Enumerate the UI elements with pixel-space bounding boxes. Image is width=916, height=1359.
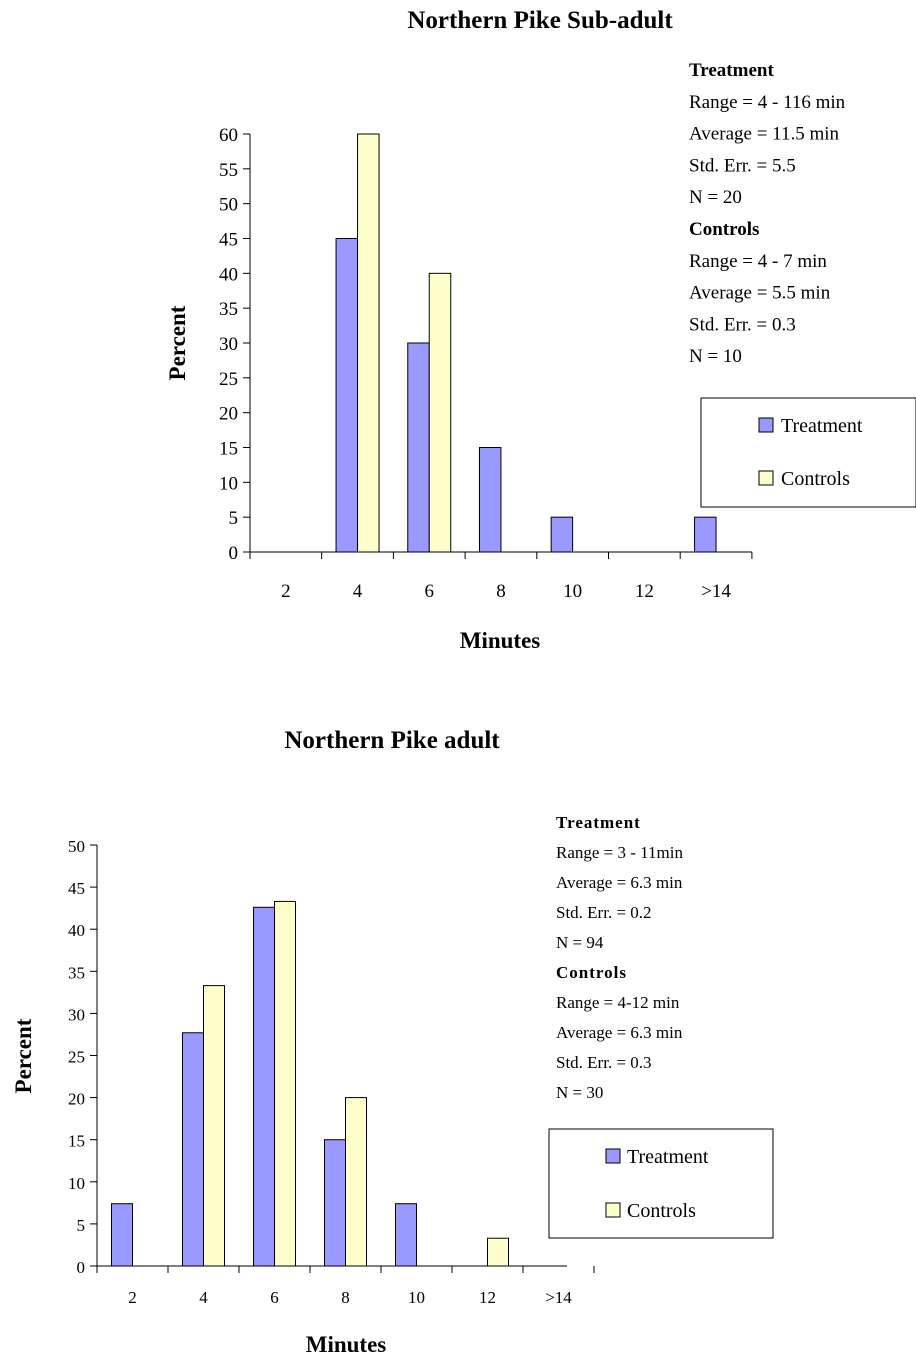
bar-controls-8	[345, 1097, 367, 1267]
x-tick-label: 12	[635, 581, 654, 602]
x-tick-label: >14	[701, 581, 731, 602]
stats-line: Average = 11.5 min	[689, 124, 840, 145]
y-tick-label: 25	[68, 1048, 85, 1067]
bar-controls-4	[203, 985, 225, 1267]
stats-line: Std. Err. = 0.3	[556, 1053, 652, 1072]
x-tick-label: 8	[496, 581, 506, 602]
y-tick-label: 55	[219, 160, 238, 181]
x-tick-label: 6	[270, 1288, 279, 1307]
legend-swatch-controls	[758, 470, 774, 486]
y-tick-label: 50	[219, 195, 238, 216]
y-tick-label: 35	[219, 299, 238, 320]
legend: Treatment Controls	[548, 1128, 774, 1239]
bar-treatment-6	[253, 906, 275, 1267]
y-tick-label: 5	[77, 1216, 86, 1235]
bar-treatment-10	[395, 1203, 417, 1267]
x-tick-label: 6	[425, 581, 435, 602]
stats-line: Average = 6.3 min	[556, 1023, 683, 1042]
y-tick-label: 30	[68, 1005, 85, 1024]
y-tick-label: 60	[219, 125, 238, 146]
bar-controls-12	[487, 1237, 509, 1267]
legend-box	[548, 1128, 774, 1239]
y-tick-label: 5	[229, 508, 239, 529]
y-axis-title: Percent	[11, 1018, 36, 1093]
y-tick-label: 50	[68, 837, 85, 856]
y-tick-label: 10	[68, 1174, 85, 1193]
stats-line: Range = 4-12 min	[556, 993, 680, 1012]
stats-heading: Controls	[689, 219, 759, 240]
stats-line: Std. Err. = 5.5	[689, 155, 796, 176]
x-tick-label: 8	[341, 1288, 350, 1307]
y-tick-label: 20	[219, 404, 238, 425]
y-tick-label: 0	[77, 1258, 86, 1277]
x-tick-label: 12	[479, 1288, 496, 1307]
bar-treatment-2	[111, 1203, 133, 1267]
stats-heading: Controls	[556, 963, 627, 982]
bar-controls-6	[428, 272, 452, 553]
stats-line: Std. Err. = 0.2	[556, 903, 652, 922]
bar-controls-4	[357, 133, 380, 553]
bar-treatment-gt14	[694, 516, 717, 553]
x-tick-label: >14	[545, 1288, 572, 1307]
y-tick-label: 25	[219, 369, 238, 390]
y-tick-label: 15	[68, 1132, 85, 1151]
y-tick-label: 40	[68, 921, 85, 940]
x-axis-title: Minutes	[460, 628, 541, 653]
stats-heading: Treatment	[556, 813, 641, 832]
stats-line: Range = 3 - 11min	[556, 843, 683, 862]
bar-treatment-8	[324, 1139, 346, 1267]
stats-line: Range = 4 - 116 min	[689, 92, 846, 113]
x-tick-label: 10	[563, 581, 582, 602]
legend-swatch-treatment	[605, 1148, 621, 1164]
y-axis-title: Percent	[165, 305, 190, 380]
x-tick-label: 10	[408, 1288, 425, 1307]
y-tick-label: 40	[219, 264, 238, 285]
bar-treatment-4	[335, 238, 359, 553]
stats-heading: Treatment	[689, 60, 774, 81]
x-tick-label: 2	[281, 581, 291, 602]
x-tick-label: 4	[353, 581, 363, 602]
stats-line: N = 20	[689, 187, 742, 208]
legend: Treatment Controls	[700, 397, 916, 508]
legend-swatch-treatment	[758, 417, 774, 433]
chart-title: Northern Pike adult	[284, 727, 500, 754]
stats-line: Range = 4 - 7 min	[689, 251, 827, 272]
y-tick-label: 0	[229, 543, 239, 564]
stats-line: Std. Err. = 0.3	[689, 314, 796, 335]
legend-box	[700, 397, 916, 508]
stats-line: Average = 5.5 min	[689, 283, 831, 304]
legend-swatch-controls	[605, 1202, 621, 1218]
y-tick-label: 45	[219, 230, 238, 251]
stats-line: N = 30	[556, 1083, 603, 1102]
chart-2: Northern Pike adult 0 5 10 15 20 25 30 35 40 45 50 2…	[11, 727, 774, 1357]
x-axis-title: Minutes	[306, 1332, 387, 1357]
stats-line: N = 94	[556, 933, 604, 952]
y-tick-label: 35	[68, 963, 85, 982]
bar-controls-6	[274, 900, 296, 1267]
y-tick-label: 20	[68, 1090, 85, 1109]
x-tick-label: 4	[199, 1288, 208, 1307]
chart-1: Northern Pike Sub-adult 0 5 10 15 20 25 30 35 40 4…	[165, 7, 916, 653]
bar-treatment-8	[478, 447, 502, 553]
bar-treatment-10	[550, 516, 574, 553]
stats-line: N = 10	[689, 346, 742, 367]
legend-label-treatment: Treatment	[627, 1146, 709, 1168]
legend-label-treatment: Treatment	[781, 415, 863, 437]
y-tick-label: 15	[219, 439, 238, 460]
y-tick-label: 30	[219, 334, 238, 355]
bar-treatment-4	[182, 1032, 204, 1267]
legend-label-controls: Controls	[627, 1200, 696, 1222]
y-tick-label: 45	[68, 879, 85, 898]
y-tick-label: 10	[219, 473, 238, 494]
chart-title: Northern Pike Sub-adult	[407, 7, 673, 34]
legend-label-controls: Controls	[781, 468, 850, 490]
x-tick-label: 2	[128, 1288, 137, 1307]
stats-line: Average = 6.3 min	[556, 873, 683, 892]
bar-treatment-6	[407, 342, 430, 553]
